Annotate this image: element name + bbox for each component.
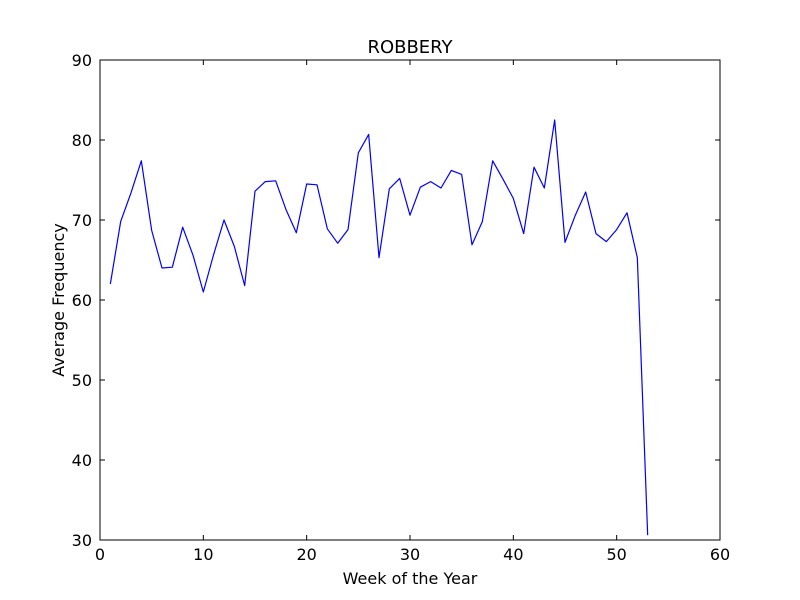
data-point (347, 229, 348, 230)
x-tick-label: 40 (503, 545, 523, 564)
x-tick-label: 0 (95, 545, 105, 564)
x-tick-label: 50 (606, 545, 626, 564)
plot-area: 0 10 20 30 40 50 60 30 40 50 60 70 80 90 (72, 51, 731, 564)
data-point (513, 198, 514, 199)
data-point (110, 283, 111, 284)
data-point (533, 167, 534, 168)
data-point (451, 170, 452, 171)
data-point (161, 267, 162, 268)
data-point (151, 230, 152, 231)
data-point (254, 191, 255, 192)
data-point (265, 181, 266, 182)
data-point (182, 227, 183, 228)
y-tick-label: 90 (72, 51, 92, 70)
data-point (616, 229, 617, 230)
x-tick-label: 60 (710, 545, 730, 564)
data-point (399, 178, 400, 179)
chart-title: ROBBERY (367, 37, 453, 58)
data-point (234, 246, 235, 247)
data-point (471, 244, 472, 245)
data-point (275, 180, 276, 181)
data-point (523, 233, 524, 234)
y-tick-label: 40 (72, 451, 92, 470)
data-point (172, 267, 173, 268)
data-point (409, 215, 410, 216)
y-tick-label: 80 (72, 131, 92, 150)
data-point (141, 160, 142, 161)
x-tick-label: 20 (296, 545, 316, 564)
data-point (285, 209, 286, 210)
data-point (358, 152, 359, 153)
data-point (296, 232, 297, 233)
data-point (595, 233, 596, 234)
x-axis-title: Week of the Year (343, 569, 478, 588)
data-point (327, 228, 328, 229)
data-point (213, 254, 214, 255)
data-point (306, 183, 307, 184)
series-line-0 (109, 119, 649, 536)
data-point (316, 184, 317, 185)
y-tick-label: 70 (72, 211, 92, 230)
data-point (626, 212, 627, 213)
data-point (389, 188, 390, 189)
data-point (585, 191, 586, 192)
data-point (130, 192, 131, 193)
data-point (420, 187, 421, 188)
data-point (606, 241, 607, 242)
x-tick-label: 10 (193, 545, 213, 564)
data-point (502, 179, 503, 180)
y-tick-label: 50 (72, 371, 92, 390)
data-point (575, 215, 576, 216)
data-point (647, 535, 648, 536)
data-point (461, 174, 462, 175)
y-tick-label: 30 (72, 531, 92, 550)
y-axis-title: Average Frequency (49, 223, 68, 376)
data-point (203, 291, 204, 292)
data-point (440, 187, 441, 188)
plot-frame (99, 59, 721, 541)
data-point (482, 221, 483, 222)
data-point (120, 221, 121, 222)
data-point (492, 160, 493, 161)
data-point (430, 181, 431, 182)
data-point (554, 119, 555, 120)
data-point (192, 255, 193, 256)
data-point (378, 257, 379, 258)
data-point (368, 134, 369, 135)
data-point (637, 257, 638, 258)
data-point (337, 243, 338, 244)
y-tick-label: 60 (72, 291, 92, 310)
data-point (544, 187, 545, 188)
data-point (564, 242, 565, 243)
data-point (244, 285, 245, 286)
data-point (223, 219, 224, 220)
x-tick-label: 30 (400, 545, 420, 564)
